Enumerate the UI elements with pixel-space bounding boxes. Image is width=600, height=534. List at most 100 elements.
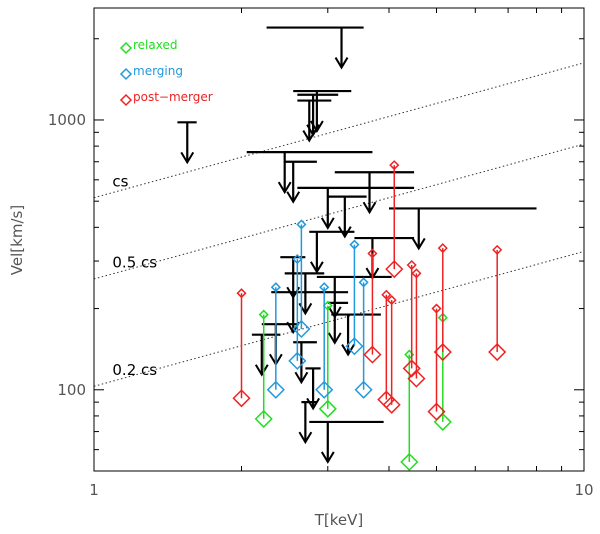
lower-value-marker	[407, 369, 426, 388]
upper-value-marker	[431, 303, 442, 314]
upper-limits	[177, 26, 537, 464]
post-merger-point-8	[427, 303, 446, 421]
x-tick-label: 10	[574, 481, 593, 499]
upper-limit-arrowhead	[286, 191, 301, 204]
lower-value-marker	[427, 402, 446, 421]
upper-limit-arrowhead	[320, 451, 335, 464]
relaxed-point-1	[254, 309, 273, 428]
upper-limit-arrowhead	[334, 57, 349, 70]
merging-point-5	[345, 239, 364, 356]
upper-limit-arrowhead	[277, 181, 292, 195]
upper-value-marker	[322, 300, 333, 311]
post-merger-point-10	[488, 244, 507, 362]
upper-limit-24	[298, 401, 317, 445]
post-merger-point-4	[382, 295, 401, 414]
reference-line-label-3: 0.2 cs	[112, 361, 157, 379]
upper-limit-3	[293, 89, 352, 133]
merging-point-2	[288, 254, 307, 370]
upper-limit-5	[297, 99, 332, 143]
legend-entry-3: post−merger	[119, 90, 213, 107]
data-series	[232, 160, 507, 472]
legend-entry-1: relaxed	[119, 38, 177, 55]
upper-limit-arrowhead	[254, 364, 269, 377]
lower-value-marker	[266, 380, 285, 399]
reference-line-1	[94, 62, 584, 199]
reference-line-label-2: 0.5 cs	[112, 254, 157, 272]
lower-value-marker	[354, 380, 373, 399]
y-tick-label: 100	[57, 381, 86, 399]
upper-value-marker	[411, 268, 422, 279]
merging-point-3	[292, 219, 311, 339]
y-tick-label: 1000	[48, 111, 86, 129]
x-tick-label: 1	[89, 481, 99, 499]
upper-limit-12	[309, 230, 355, 274]
upper-limit-8	[334, 171, 415, 215]
upper-value-marker	[358, 277, 369, 288]
plot-frame	[93, 7, 585, 472]
axes-ticks: 1 10 100 1000	[48, 8, 594, 499]
post-merger-point-6	[402, 259, 421, 378]
upper-limit-13	[354, 236, 415, 281]
upper-value-marker	[258, 309, 269, 320]
upper-limit-6	[246, 151, 373, 195]
upper-value-marker	[406, 259, 417, 271]
post-merger-point-5	[385, 160, 404, 279]
upper-limit-arrowhead	[302, 130, 317, 143]
upper-value-marker	[386, 295, 397, 306]
lower-value-marker	[488, 342, 507, 362]
upper-value-marker	[389, 160, 400, 171]
lower-value-marker	[288, 351, 307, 370]
upper-limit-arrowhead	[298, 431, 313, 445]
x-axis-title: T[keV]	[314, 511, 364, 529]
relaxed-point-2	[318, 300, 337, 418]
reference-line-2	[94, 143, 584, 280]
legend-entry-2: merging	[119, 64, 183, 81]
merging-point-4	[315, 282, 334, 399]
upper-value-marker	[349, 239, 360, 250]
upper-value-marker	[292, 254, 303, 265]
upper-limit-arrowhead	[411, 237, 426, 251]
lower-value-marker	[382, 395, 401, 414]
upper-limit-11	[389, 207, 537, 251]
lower-value-marker	[433, 342, 452, 362]
upper-limit-arrowhead	[327, 332, 342, 345]
upper-limit-arrowhead	[310, 261, 324, 274]
lower-value-marker	[385, 260, 404, 279]
upper-value-marker	[437, 243, 448, 254]
post-merger-point-2	[363, 248, 382, 364]
upper-value-marker	[381, 289, 392, 300]
lower-value-marker	[254, 409, 273, 428]
post-merger-point-1	[232, 288, 251, 408]
upper-value-marker	[296, 219, 307, 230]
upper-value-marker	[492, 244, 503, 255]
upper-limit-arrowhead	[294, 371, 309, 385]
lower-value-marker	[318, 399, 337, 418]
lower-value-marker	[315, 380, 334, 399]
upper-limit-arrowhead	[180, 151, 195, 165]
legend: relaxed merging post−merger	[119, 38, 213, 107]
upper-limit-18	[327, 301, 349, 345]
reference-line-3	[94, 250, 584, 387]
upper-value-marker	[270, 282, 281, 293]
lower-value-marker	[232, 389, 251, 408]
reference-line-label-1: cs	[112, 172, 128, 190]
upper-limit-arrowhead	[341, 344, 355, 357]
upper-limit-arrowhead	[320, 217, 335, 230]
post-merger-point-7	[407, 268, 426, 388]
upper-limit-10	[327, 195, 367, 239]
upper-value-marker	[367, 248, 378, 259]
legend-label: relaxed	[133, 38, 177, 52]
merging-point-1	[266, 282, 285, 399]
upper-limit-7	[284, 160, 317, 204]
legend-marker	[119, 93, 133, 107]
lower-value-marker	[345, 337, 364, 356]
post-merger-point-9	[433, 243, 452, 362]
upper-limit-2	[177, 121, 197, 165]
upper-limit-arrowhead	[362, 201, 377, 215]
upper-limit-arrowhead	[337, 226, 352, 239]
upper-limit-25	[309, 420, 384, 464]
legend-marker	[119, 67, 133, 81]
merging-point-6	[354, 277, 373, 399]
reference-lines	[94, 62, 584, 387]
